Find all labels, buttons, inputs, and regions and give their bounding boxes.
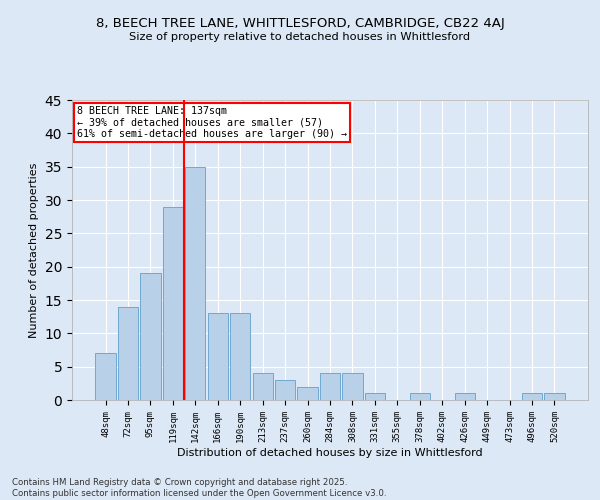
Bar — [140, 274, 161, 400]
Bar — [343, 374, 362, 400]
Text: 8, BEECH TREE LANE, WHITTLESFORD, CAMBRIDGE, CB22 4AJ: 8, BEECH TREE LANE, WHITTLESFORD, CAMBRI… — [95, 18, 505, 30]
Bar — [118, 306, 138, 400]
Bar — [163, 206, 183, 400]
Bar — [522, 394, 542, 400]
Text: Contains HM Land Registry data © Crown copyright and database right 2025.
Contai: Contains HM Land Registry data © Crown c… — [12, 478, 386, 498]
Bar — [208, 314, 228, 400]
Bar — [230, 314, 250, 400]
X-axis label: Distribution of detached houses by size in Whittlesford: Distribution of detached houses by size … — [177, 448, 483, 458]
Bar — [410, 394, 430, 400]
Text: Size of property relative to detached houses in Whittlesford: Size of property relative to detached ho… — [130, 32, 470, 42]
Bar — [298, 386, 317, 400]
Bar — [455, 394, 475, 400]
Bar — [365, 394, 385, 400]
Bar — [95, 354, 116, 400]
Text: 8 BEECH TREE LANE: 137sqm
← 39% of detached houses are smaller (57)
61% of semi-: 8 BEECH TREE LANE: 137sqm ← 39% of detac… — [77, 106, 347, 139]
Bar — [275, 380, 295, 400]
Bar — [320, 374, 340, 400]
Y-axis label: Number of detached properties: Number of detached properties — [29, 162, 39, 338]
Bar — [253, 374, 273, 400]
Bar — [544, 394, 565, 400]
Bar — [185, 166, 205, 400]
